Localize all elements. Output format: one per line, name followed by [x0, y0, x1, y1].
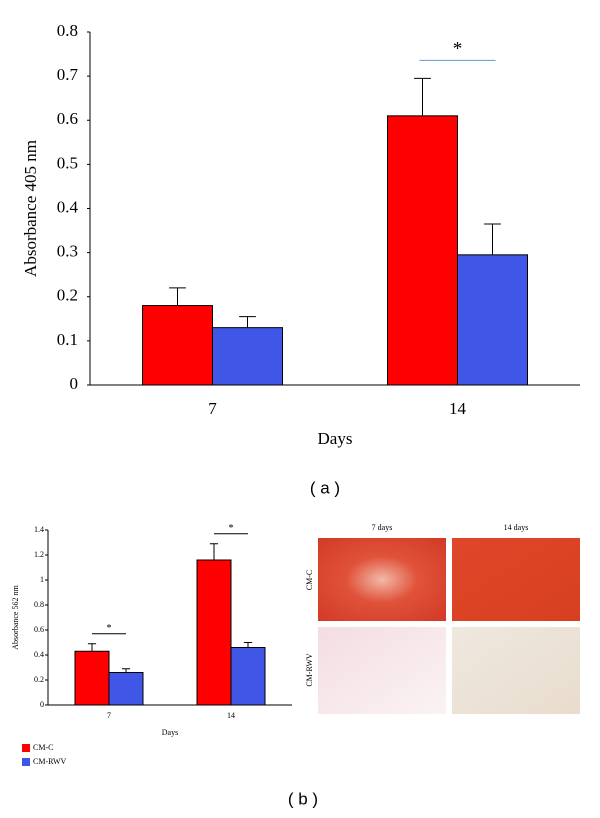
- micrographs: 7 days 14 days CM-C CM-RWV: [305, 523, 580, 714]
- y-axis-label: Absorbance 405 nm: [21, 140, 40, 277]
- error-bar: [169, 287, 186, 306]
- legend-label: CM-RWV: [33, 757, 67, 766]
- y-tick-label: 1.2: [34, 550, 44, 559]
- bar: [74, 650, 110, 706]
- x-axis-label: Days: [318, 429, 353, 448]
- y-tick-label: 0.7: [57, 65, 79, 84]
- y-tick-label: 0.6: [34, 625, 44, 634]
- significance-label: *: [229, 523, 234, 534]
- x-tick-label: 7: [107, 711, 111, 720]
- y-tick-label: 0.6: [57, 109, 78, 128]
- bar: [387, 115, 458, 386]
- column-label: 14 days: [504, 523, 529, 532]
- y-tick-label: 0.5: [57, 153, 78, 172]
- y-tick-label: 0.1: [57, 330, 78, 349]
- x-tick-label: 14: [449, 399, 467, 418]
- legend-swatch: [22, 758, 30, 766]
- micrograph: [318, 627, 446, 714]
- y-tick-label: 0.4: [57, 197, 79, 216]
- bar: [196, 559, 232, 706]
- error-bar: [121, 668, 131, 673]
- significance-label: *: [107, 623, 112, 634]
- bar: [212, 327, 283, 386]
- y-tick-label: 0.2: [57, 286, 78, 305]
- y-axis-label: Absorbance 562 nm: [11, 585, 20, 650]
- y-tick-label: 1: [40, 575, 44, 584]
- y-tick-label: 0.3: [57, 242, 78, 261]
- row-label: CM-C: [305, 570, 314, 590]
- bar: [108, 672, 144, 706]
- y-tick-label: 0: [40, 700, 44, 709]
- micrograph: [318, 538, 446, 621]
- bar: [457, 254, 528, 386]
- panel-label: ( b ): [288, 789, 318, 808]
- y-tick-label: 1.4: [34, 525, 44, 534]
- panel-label: ( a ): [310, 478, 340, 497]
- y-tick-label: 0: [70, 374, 79, 393]
- error-bar: [484, 223, 501, 255]
- bar: [230, 647, 266, 706]
- error-bar: [87, 643, 97, 652]
- error-bar: [243, 642, 253, 648]
- micrograph: [452, 627, 580, 714]
- row-label: CM-RWV: [305, 653, 314, 687]
- y-tick-label: 0.8: [57, 21, 78, 40]
- y-tick-label: 0.8: [34, 600, 44, 609]
- column-label: 7 days: [372, 523, 393, 532]
- micrograph: [452, 538, 580, 621]
- significance-label: *: [453, 38, 463, 59]
- x-tick-label: 14: [227, 711, 235, 720]
- y-tick-label: 0.4: [34, 650, 44, 659]
- error-bar: [239, 316, 256, 328]
- y-tick-label: 0.2: [34, 675, 44, 684]
- error-bar: [209, 543, 219, 560]
- x-tick-label: 7: [208, 399, 217, 418]
- legend-swatch: [22, 744, 30, 752]
- error-bar: [414, 77, 431, 116]
- x-axis-label: Days: [162, 728, 178, 737]
- bar: [142, 305, 213, 386]
- legend-label: CM-C: [33, 743, 53, 752]
